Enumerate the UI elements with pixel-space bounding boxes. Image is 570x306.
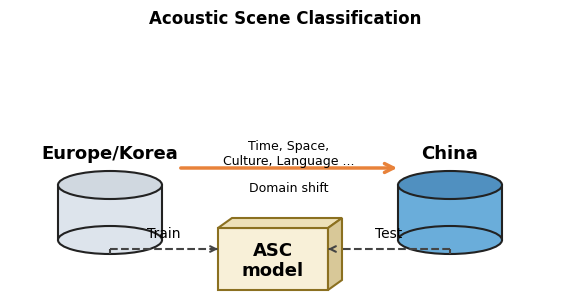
FancyArrowPatch shape — [181, 163, 393, 173]
Text: model: model — [242, 262, 304, 280]
Text: Acoustic Scene Classification: Acoustic Scene Classification — [149, 10, 421, 28]
Ellipse shape — [398, 226, 502, 254]
Text: Train: Train — [147, 227, 181, 241]
Polygon shape — [218, 218, 342, 228]
Text: Time, Space,
Culture, Language ...: Time, Space, Culture, Language ... — [223, 140, 355, 168]
Text: China: China — [422, 145, 478, 163]
Ellipse shape — [58, 171, 162, 199]
Text: Europe/Korea: Europe/Korea — [42, 145, 178, 163]
Text: Domain shift: Domain shift — [249, 182, 329, 195]
Polygon shape — [328, 218, 342, 290]
Polygon shape — [398, 185, 502, 240]
Polygon shape — [58, 185, 162, 240]
Ellipse shape — [58, 226, 162, 254]
Text: Test: Test — [376, 227, 402, 241]
Polygon shape — [218, 228, 328, 290]
Text: ASC: ASC — [253, 242, 293, 260]
Ellipse shape — [398, 171, 502, 199]
